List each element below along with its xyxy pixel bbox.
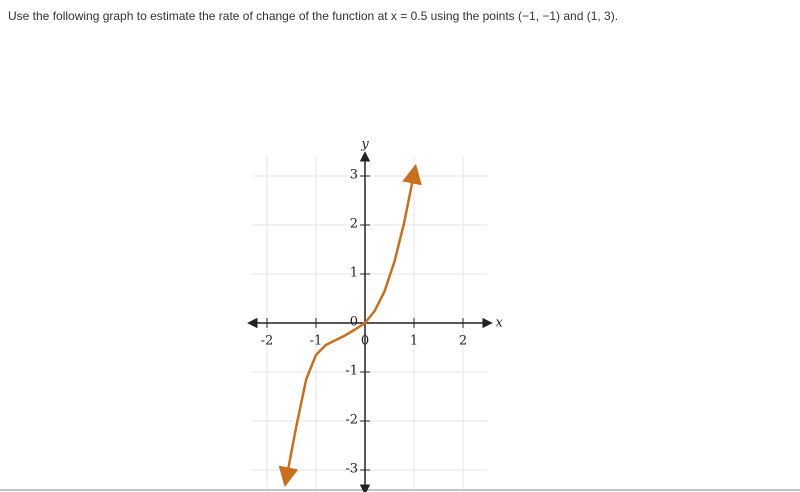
y-tick-label: -3 [345, 462, 358, 477]
y-tick-label: -2 [345, 413, 358, 428]
x-tick-label: 0 [361, 334, 369, 349]
function-curve [278, 163, 422, 488]
x-tick-label: -2 [261, 334, 274, 349]
y-axis-label: y [360, 137, 369, 152]
x-tick-label: 2 [459, 334, 467, 349]
y-tick-label: -1 [345, 364, 358, 379]
x-tick-label: 1 [410, 334, 418, 349]
x-tick-label: -1 [310, 334, 323, 349]
x-axis-label: x [496, 316, 504, 331]
y-tick-label: 1 [350, 266, 358, 281]
y-tick-label: 2 [350, 217, 358, 232]
y-tick-label: 3 [350, 168, 358, 183]
question: Use the following graph to estimate the … [8, 9, 619, 23]
